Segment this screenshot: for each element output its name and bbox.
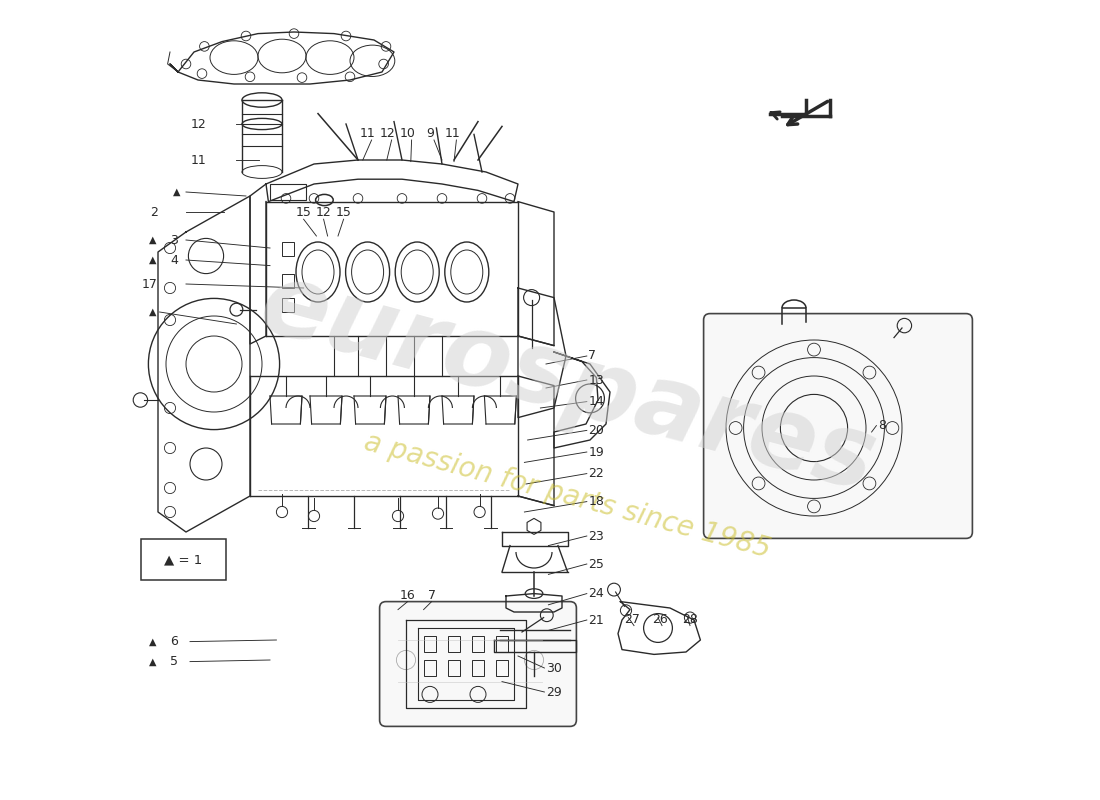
Text: a passion for parts since 1985: a passion for parts since 1985 [361,428,774,564]
Text: 6: 6 [170,635,178,648]
Text: 27: 27 [624,613,639,626]
Text: 5: 5 [170,655,178,668]
Text: 19: 19 [588,446,604,458]
Text: 12: 12 [190,118,206,130]
Text: 11: 11 [190,154,206,166]
Text: 16: 16 [399,589,416,602]
Text: 28: 28 [682,613,697,626]
Text: 4: 4 [170,254,178,266]
Text: 15: 15 [296,206,311,219]
Bar [270,184,306,200]
Text: 18: 18 [588,495,604,508]
Bar [282,274,294,288]
Text: ▲: ▲ [148,255,156,265]
Text: 12: 12 [316,206,331,219]
Bar [282,298,294,312]
Bar [448,660,461,676]
Text: ▲ = 1: ▲ = 1 [165,554,202,566]
Text: ▲: ▲ [148,637,156,646]
Text: ▲: ▲ [173,187,180,197]
Text: 12: 12 [379,127,396,140]
Text: 15: 15 [336,206,352,219]
Text: 25: 25 [588,558,604,570]
Bar [496,660,508,676]
Text: 14: 14 [588,395,604,408]
Text: 22: 22 [588,467,604,480]
Text: eurospares: eurospares [250,255,886,513]
Bar [472,660,484,676]
Text: 30: 30 [546,662,562,674]
Text: ▲: ▲ [148,657,156,666]
Text: ▲: ▲ [148,307,156,317]
Text: 7: 7 [428,589,436,602]
Text: 20: 20 [588,424,604,437]
Text: 29: 29 [546,686,562,698]
Text: ▲: ▲ [148,235,156,245]
Text: 3: 3 [170,234,178,246]
Text: 11: 11 [360,127,375,140]
Text: 21: 21 [588,614,604,626]
Text: 17: 17 [142,278,158,290]
FancyBboxPatch shape [704,314,972,538]
Bar [496,636,508,652]
Text: 11: 11 [444,127,460,140]
Text: 24: 24 [588,587,604,600]
Bar [448,636,461,652]
Bar [424,660,437,676]
Bar [424,636,437,652]
Text: 10: 10 [399,127,416,140]
Bar [472,636,484,652]
Text: 13: 13 [588,374,604,386]
Text: 2: 2 [150,206,158,218]
Text: 7: 7 [588,350,596,362]
Bar [282,242,294,256]
Text: 23: 23 [588,530,604,542]
FancyBboxPatch shape [379,602,576,726]
Text: 9: 9 [426,127,433,140]
Text: 8: 8 [878,419,886,432]
Text: 26: 26 [652,613,669,626]
